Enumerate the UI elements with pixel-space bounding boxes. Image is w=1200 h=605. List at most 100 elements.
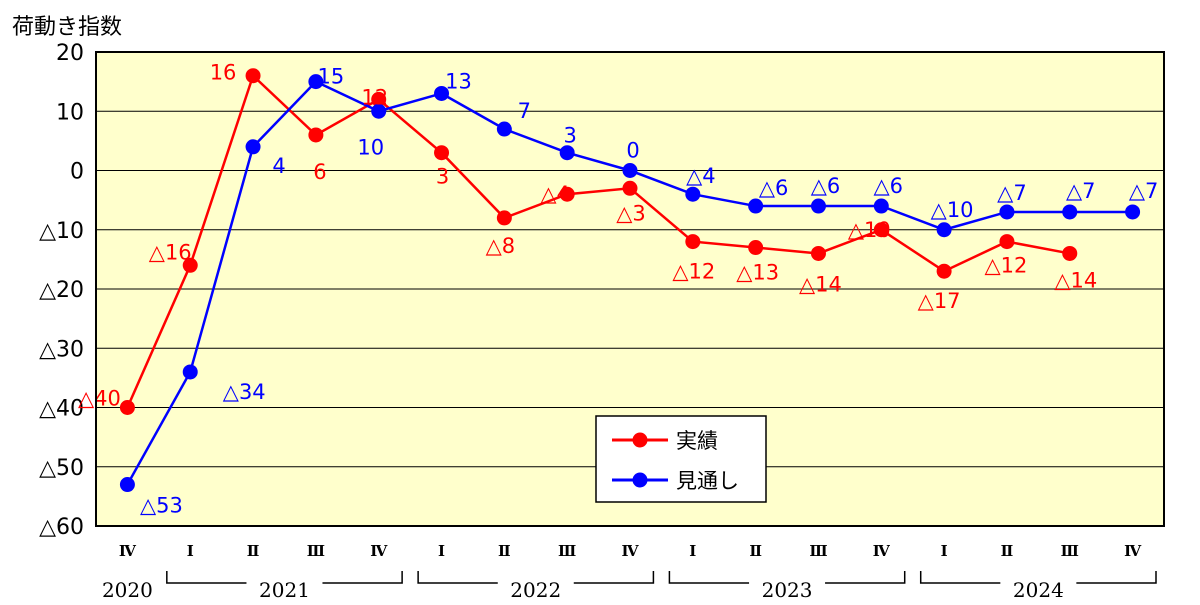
data-point <box>999 234 1015 250</box>
data-point <box>622 180 638 196</box>
quarter-label: Ⅳ <box>119 542 137 560</box>
data-label: △7 <box>1066 179 1096 203</box>
year-bracket <box>825 571 906 584</box>
quarter-label: Ⅰ <box>689 542 696 560</box>
data-point <box>434 145 450 161</box>
year-bracket <box>322 571 403 584</box>
data-label: △10 <box>931 198 974 222</box>
data-label: 16 <box>210 61 237 85</box>
y-tick-label: △50 <box>39 456 84 481</box>
data-point <box>434 85 450 101</box>
data-point <box>119 400 135 415</box>
quarter-label: Ⅳ <box>1124 542 1142 560</box>
data-point <box>936 222 952 238</box>
y-tick-label: 10 <box>56 100 84 125</box>
data-label: 6 <box>313 160 326 184</box>
year-bracket <box>166 571 247 584</box>
y-tick-label: 0 <box>70 160 84 185</box>
data-point <box>496 210 512 226</box>
data-label: △7 <box>997 181 1027 205</box>
data-label: 0 <box>626 139 639 163</box>
quarter-label: Ⅲ <box>809 542 827 560</box>
data-label: △7 <box>1129 179 1159 203</box>
data-point <box>810 198 826 214</box>
year-bracket <box>417 571 498 584</box>
data-label: 10 <box>357 135 384 159</box>
year-label: 2024 <box>1013 578 1064 602</box>
data-point <box>1125 204 1141 220</box>
y-axis-ticks: 20 10 0 △10 △20 △30 △40 △50 △60 <box>39 41 84 540</box>
data-label: △12 <box>672 260 715 284</box>
quarter-label: Ⅱ <box>247 542 260 560</box>
legend-marker-forecast <box>632 472 648 488</box>
quarter-label: Ⅳ <box>873 542 891 560</box>
quarter-label: Ⅳ <box>621 542 639 560</box>
quarter-label: Ⅲ <box>307 542 325 560</box>
data-point <box>748 240 764 256</box>
x-axis: Ⅳ Ⅰ Ⅱ Ⅲ Ⅳ Ⅰ Ⅱ Ⅲ Ⅳ Ⅰ Ⅱ Ⅲ Ⅳ Ⅰ Ⅱ Ⅲ Ⅳ 2020 2021 2022 2023 2024 <box>102 542 1157 602</box>
data-point <box>245 139 261 155</box>
data-label: △40 <box>78 387 121 411</box>
quarter-label: Ⅲ <box>558 542 576 560</box>
data-point <box>1062 204 1078 220</box>
legend: 実績 見通し <box>595 415 767 503</box>
data-point <box>496 121 512 137</box>
data-label: △4 <box>686 164 716 188</box>
y-axis-title: 荷動き指数 <box>12 15 122 40</box>
data-point <box>622 163 638 178</box>
data-label: 7 <box>518 99 531 123</box>
legend-label-actual: 実績 <box>676 429 718 453</box>
quarter-label: Ⅱ <box>498 542 511 560</box>
data-point <box>685 234 701 250</box>
data-point <box>559 186 575 202</box>
data-point <box>182 257 198 273</box>
legend-label-forecast: 見通し <box>676 469 739 493</box>
series-layer <box>119 68 1141 493</box>
data-point <box>308 74 324 90</box>
quarter-label: Ⅰ <box>187 542 194 560</box>
year-bracket <box>919 571 1001 584</box>
plot-frame <box>95 51 1165 527</box>
quarter-label: Ⅳ <box>370 542 388 560</box>
data-point <box>873 222 889 238</box>
data-label: △6 <box>811 174 841 198</box>
data-label: △16 <box>149 240 192 264</box>
y-tick-label: 20 <box>56 41 84 66</box>
quarter-label: Ⅲ <box>1061 542 1079 560</box>
series-line-actual <box>126 73 1070 409</box>
data-point <box>559 145 575 161</box>
year-label: 2023 <box>762 578 813 602</box>
year-bracket <box>1076 571 1157 584</box>
data-label: △4 <box>540 182 570 206</box>
y-tick-label: △60 <box>39 515 84 540</box>
data-label: 3 <box>563 124 576 148</box>
data-label: △3 <box>616 201 646 225</box>
data-point <box>371 103 387 119</box>
y-tick-label: △30 <box>39 337 84 362</box>
data-label: △34 <box>223 380 266 404</box>
data-point <box>119 477 135 493</box>
legend-box <box>595 415 767 503</box>
data-label: △12 <box>985 254 1028 278</box>
legend-marker-actual <box>632 432 648 448</box>
data-point <box>308 127 324 143</box>
data-point <box>999 204 1015 220</box>
data-point <box>810 245 826 261</box>
data-label: △10 <box>848 218 891 242</box>
data-label: △13 <box>736 261 779 285</box>
data-point <box>748 198 764 214</box>
data-point <box>1062 245 1078 261</box>
quarter-label: Ⅱ <box>1001 542 1014 560</box>
data-label: △6 <box>759 176 789 200</box>
year-bracket <box>573 571 655 584</box>
data-label: 15 <box>318 65 345 89</box>
data-point <box>873 198 889 214</box>
year-label: 2022 <box>510 578 561 602</box>
y-tick-label: △20 <box>39 278 84 303</box>
data-label: △6 <box>874 174 904 198</box>
data-label: 12 <box>361 85 388 109</box>
y-tick-label: △10 <box>39 219 84 244</box>
data-point <box>936 263 952 279</box>
